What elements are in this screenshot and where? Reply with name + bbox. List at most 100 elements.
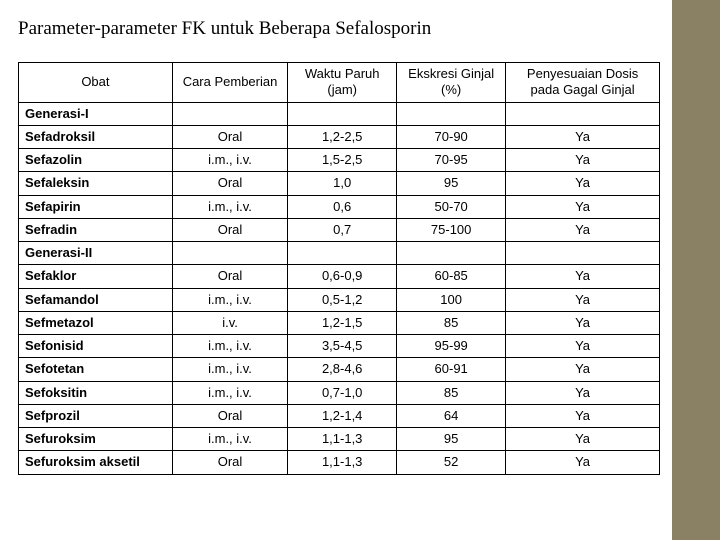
cell: 50-70 — [397, 195, 506, 218]
cell: 85 — [397, 311, 506, 334]
cell — [506, 242, 660, 265]
cell: i.m., i.v. — [172, 335, 287, 358]
cell — [397, 242, 506, 265]
table-row: Sefmetazoli.v.1,2-1,585Ya — [19, 311, 660, 334]
cell: 1,5-2,5 — [288, 149, 397, 172]
cell: 52 — [397, 451, 506, 474]
cell — [172, 242, 287, 265]
cell: Ya — [506, 404, 660, 427]
col-header-ekskresi: Ekskresi Ginjal (%) — [397, 63, 506, 103]
cell: 0,6-0,9 — [288, 265, 397, 288]
cell: i.m., i.v. — [172, 428, 287, 451]
table-head: Obat Cara Pemberian Waktu Paruh (jam) Ek… — [19, 63, 660, 103]
cell: Ya — [506, 358, 660, 381]
cell: 1,2-1,4 — [288, 404, 397, 427]
cell: Ya — [506, 149, 660, 172]
table-row: SefradinOral0,775-100Ya — [19, 218, 660, 241]
table-row: Sefonisidi.m., i.v.3,5-4,595-99Ya — [19, 335, 660, 358]
cell: Ya — [506, 265, 660, 288]
table-row: Sefapirini.m., i.v.0,650-70Ya — [19, 195, 660, 218]
cell: 0,7 — [288, 218, 397, 241]
table-row: Sefamandoli.m., i.v.0,5-1,2100Ya — [19, 288, 660, 311]
cell: 1,1-1,3 — [288, 451, 397, 474]
table-row: Sefuroksim aksetilOral1,1-1,352Ya — [19, 451, 660, 474]
table-row: SefaleksinOral1,095Ya — [19, 172, 660, 195]
section-row: Generasi-I — [19, 102, 660, 125]
drug-name: Sefuroksim — [19, 428, 173, 451]
table-body: Generasi-ISefadroksilOral1,2-2,570-90YaS… — [19, 102, 660, 474]
cell: 0,7-1,0 — [288, 381, 397, 404]
section-row: Generasi-II — [19, 242, 660, 265]
cell: 0,6 — [288, 195, 397, 218]
drug-name: Sefamandol — [19, 288, 173, 311]
cell: Oral — [172, 125, 287, 148]
cell: 1,0 — [288, 172, 397, 195]
cell — [506, 102, 660, 125]
cell: i.m., i.v. — [172, 381, 287, 404]
cell: Ya — [506, 288, 660, 311]
drug-name: Sefmetazol — [19, 311, 173, 334]
decorative-side-stripe — [672, 0, 720, 540]
pk-parameters-table: Obat Cara Pemberian Waktu Paruh (jam) Ek… — [18, 62, 660, 475]
cell — [397, 102, 506, 125]
drug-name: Sefoksitin — [19, 381, 173, 404]
drug-name: Sefonisid — [19, 335, 173, 358]
drug-name: Sefadroksil — [19, 125, 173, 148]
table-row: Sefazolini.m., i.v.1,5-2,570-95Ya — [19, 149, 660, 172]
cell: 95 — [397, 172, 506, 195]
drug-name: Sefaklor — [19, 265, 173, 288]
drug-name: Sefapirin — [19, 195, 173, 218]
cell: 60-85 — [397, 265, 506, 288]
cell: Oral — [172, 265, 287, 288]
cell: i.m., i.v. — [172, 288, 287, 311]
cell: 60-91 — [397, 358, 506, 381]
cell: Ya — [506, 451, 660, 474]
cell: 95-99 — [397, 335, 506, 358]
col-header-obat: Obat — [19, 63, 173, 103]
col-header-penyesuaian: Penyesuaian Dosis pada Gagal Ginjal — [506, 63, 660, 103]
cell: Ya — [506, 311, 660, 334]
cell: 0,5-1,2 — [288, 288, 397, 311]
cell — [172, 102, 287, 125]
cell: 100 — [397, 288, 506, 311]
section-label: Generasi-I — [19, 102, 173, 125]
col-header-cara: Cara Pemberian — [172, 63, 287, 103]
cell: 75-100 — [397, 218, 506, 241]
cell: 85 — [397, 381, 506, 404]
drug-name: Sefaleksin — [19, 172, 173, 195]
cell: 70-90 — [397, 125, 506, 148]
table-row: SefaklorOral0,6-0,960-85Ya — [19, 265, 660, 288]
cell: i.m., i.v. — [172, 358, 287, 381]
cell: Oral — [172, 172, 287, 195]
cell: 1,2-2,5 — [288, 125, 397, 148]
drug-name: Sefprozil — [19, 404, 173, 427]
cell — [288, 242, 397, 265]
cell: i.m., i.v. — [172, 149, 287, 172]
cell: 70-95 — [397, 149, 506, 172]
table-row: SefadroksilOral1,2-2,570-90Ya — [19, 125, 660, 148]
table-row: Sefuroksimi.m., i.v.1,1-1,395Ya — [19, 428, 660, 451]
table-row: Sefotetani.m., i.v.2,8-4,660-91Ya — [19, 358, 660, 381]
cell: Ya — [506, 172, 660, 195]
table-row: SefprozilOral1,2-1,464Ya — [19, 404, 660, 427]
cell: 95 — [397, 428, 506, 451]
cell: i.m., i.v. — [172, 195, 287, 218]
cell: Ya — [506, 381, 660, 404]
cell: Oral — [172, 218, 287, 241]
drug-name: Sefazolin — [19, 149, 173, 172]
cell — [288, 102, 397, 125]
cell: 3,5-4,5 — [288, 335, 397, 358]
cell: 1,2-1,5 — [288, 311, 397, 334]
page-content: Parameter-parameter FK untuk Beberapa Se… — [18, 18, 660, 475]
cell: Ya — [506, 125, 660, 148]
cell: 2,8-4,6 — [288, 358, 397, 381]
drug-name: Sefotetan — [19, 358, 173, 381]
cell: Oral — [172, 404, 287, 427]
cell: Ya — [506, 335, 660, 358]
col-header-waktu: Waktu Paruh (jam) — [288, 63, 397, 103]
table-row: Sefoksitini.m., i.v.0,7-1,085Ya — [19, 381, 660, 404]
cell: Ya — [506, 428, 660, 451]
section-label: Generasi-II — [19, 242, 173, 265]
cell: Oral — [172, 451, 287, 474]
drug-name: Sefradin — [19, 218, 173, 241]
